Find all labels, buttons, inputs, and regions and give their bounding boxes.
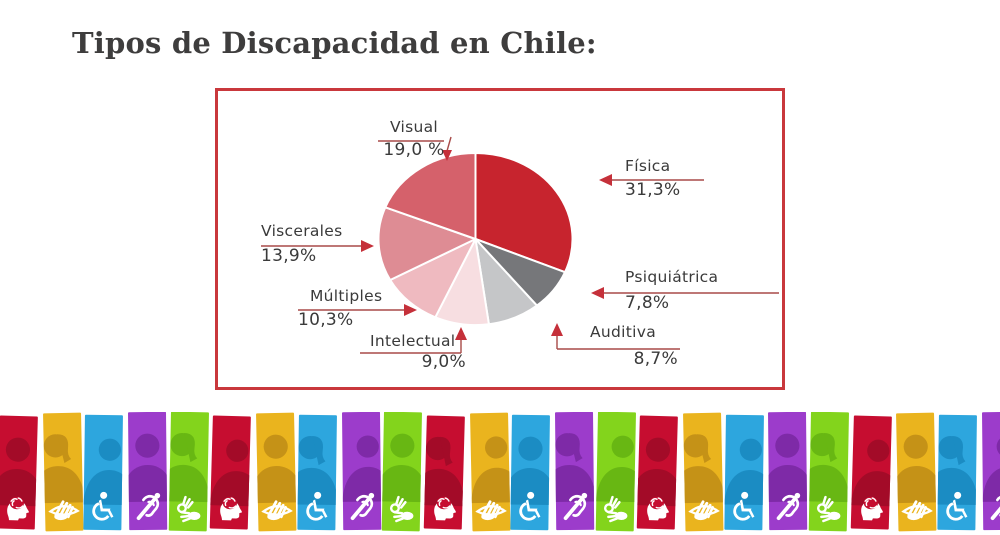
sign-language-icon [603, 495, 628, 523]
banner-stripe-blue [724, 414, 764, 531]
wheelchair-icon [306, 491, 328, 521]
person-silhouette [595, 435, 636, 503]
wheelchair-icon [519, 491, 541, 521]
banner-stripe-green [381, 412, 423, 532]
banner-stripe-gold [896, 412, 938, 532]
person-silhouette [896, 434, 938, 504]
person-silhouette [128, 433, 168, 503]
person-silhouette [554, 433, 595, 503]
wheelchair-icon [946, 491, 968, 521]
callout-visual: Visual 19,0 % [368, 118, 460, 161]
slice-label: Auditiva [590, 323, 657, 341]
banner-stripe-blue [83, 414, 124, 531]
person-silhouette [683, 434, 724, 504]
banner-stripe-red [210, 415, 252, 530]
deaf-icon [777, 492, 801, 521]
slice-label: Física [625, 157, 671, 175]
banner-stripe-red [850, 415, 892, 530]
banner-stripe-gold [42, 412, 84, 532]
callout-auditiva: Auditiva 8,7% [590, 323, 678, 370]
page-title: Tipos de Discapacidad en Chile: [72, 26, 597, 60]
banner-stripe-red [423, 415, 465, 530]
leader-lines [261, 136, 779, 354]
wheelchair-icon [92, 491, 114, 521]
callout-psiquiatrica: Psiquiátrica 7,8% [625, 268, 719, 314]
brain-head-icon [220, 496, 243, 521]
slice-value: 31,3% [625, 180, 681, 201]
person-silhouette [256, 434, 297, 504]
callout-fisica: Física 31,3% [625, 157, 681, 201]
person-silhouette [42, 434, 84, 504]
banner-stripe-blue [510, 414, 551, 531]
banner-stripe-gold [256, 412, 297, 532]
slice-value: 7,8% [625, 293, 670, 314]
banner-stripe-purple [128, 412, 168, 531]
slice-value: 9,0% [421, 352, 466, 373]
brain-head-icon [647, 496, 670, 521]
banner-stripe-purple [768, 412, 808, 531]
person-silhouette [982, 435, 1000, 502]
banner-stripe-blue [297, 414, 337, 531]
banner-stripe-purple [981, 412, 1000, 531]
person-silhouette [637, 437, 679, 507]
pie-chart-panel: Visual 19,0 % Física 31,3% Psiquiátrica … [215, 88, 785, 390]
slice-label: Viscerales [261, 222, 343, 240]
brain-head-icon [434, 496, 456, 521]
sign-language-icon [817, 495, 841, 523]
banner-stripe-red [0, 415, 39, 530]
person-silhouette [0, 437, 39, 507]
person-silhouette [510, 436, 551, 506]
brain-head-icon [861, 496, 883, 521]
banner-stripe-green [595, 412, 636, 532]
pie-chart [261, 136, 779, 354]
brain-head-icon [7, 496, 30, 521]
deaf-icon [990, 495, 1000, 521]
pie-slice-viscerales [377, 206, 477, 281]
deaf-icon [136, 492, 161, 521]
person-silhouette [724, 438, 764, 506]
callout-viscerales: Viscerales 13,9% [261, 222, 343, 267]
sign-language-icon [176, 495, 201, 523]
callout-multiples: Múltiples 10,3% [298, 287, 383, 331]
banner-stripe-purple [554, 412, 595, 531]
banner-stripe-green [808, 412, 850, 532]
banner-stripe-red [637, 415, 679, 530]
slice-value: 13,9% [261, 246, 317, 267]
banner-stripe-purple [341, 412, 381, 531]
sign-language-icon [390, 495, 414, 523]
person-silhouette [768, 433, 808, 503]
callout-intelectual: Intelectual 9,0% [370, 332, 466, 373]
person-silhouette [168, 432, 209, 503]
slice-value: 10,3% [298, 310, 354, 331]
blind-icon [261, 500, 294, 521]
person-silhouette [423, 436, 465, 507]
person-silhouette [381, 433, 423, 503]
slice-label: Psiquiátrica [625, 268, 719, 286]
person-silhouette [937, 435, 978, 506]
deaf-icon [350, 492, 374, 521]
slice-value: 8,7% [633, 349, 678, 370]
person-silhouette [808, 432, 850, 503]
blind-icon [474, 500, 507, 521]
blind-icon [48, 500, 80, 521]
blind-icon [688, 500, 720, 521]
slice-label: Visual [389, 118, 439, 136]
deaf-icon [563, 492, 588, 521]
slice-label: Intelectual [370, 332, 456, 350]
wheelchair-icon [733, 491, 755, 521]
disability-icons-banner [0, 412, 1000, 535]
pie-slice-visual [384, 152, 477, 240]
banner-stripe-gold [683, 412, 724, 532]
person-silhouette [341, 435, 381, 502]
banner-stripe-green [168, 412, 209, 532]
slice-value: 19,0 % [383, 140, 445, 161]
person-silhouette [297, 435, 337, 506]
banner-stripe-gold [469, 412, 511, 532]
person-silhouette [850, 439, 892, 507]
blind-icon [901, 500, 934, 521]
pie-slice-fisica [474, 152, 574, 274]
banner-stripe-blue [937, 414, 978, 531]
slice-label: Múltiples [310, 287, 383, 305]
